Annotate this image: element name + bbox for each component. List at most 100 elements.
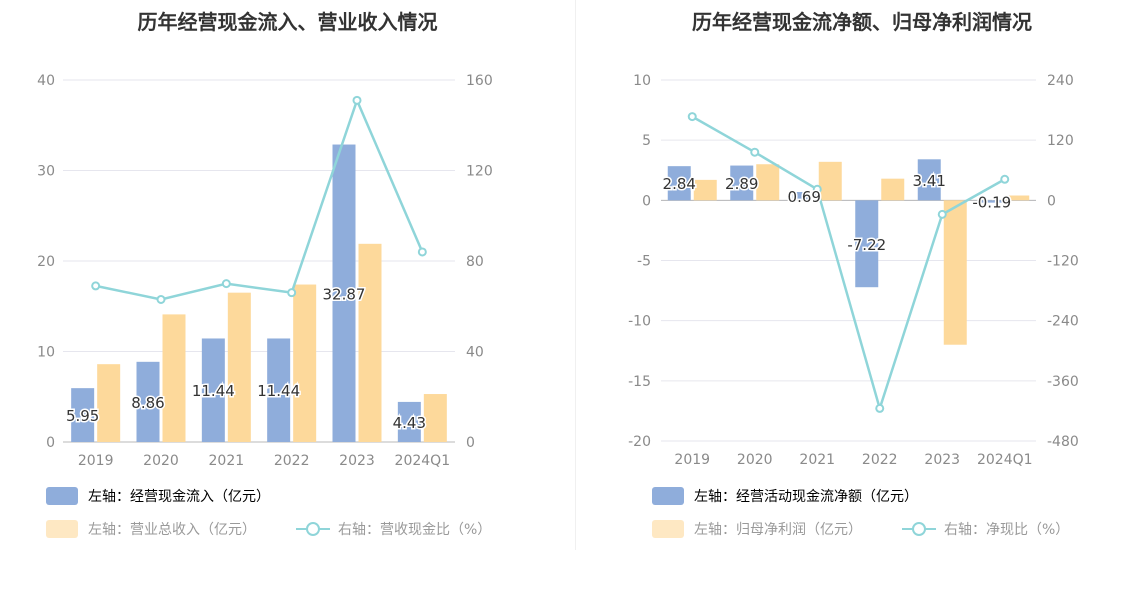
bar-primary: [980, 200, 1004, 203]
bar-secondary: [1006, 195, 1030, 201]
data-label: 0.69: [788, 188, 821, 206]
bar-primary: [855, 200, 879, 288]
line-point: [1000, 174, 1010, 184]
bar-secondary: [943, 200, 967, 345]
y-tick-label-right: -240: [1047, 314, 1079, 330]
legend-item-net-cash-ratio[interactable]: 右轴：净现比（%）: [902, 519, 1069, 539]
x-tick-label: 2019: [78, 453, 114, 469]
line-point: [221, 279, 231, 289]
bar-primary: [917, 159, 941, 201]
legend-swatch-yellow: [652, 520, 684, 538]
y-tick-label-right: -120: [1047, 254, 1079, 270]
y-tick-label-right: 120: [466, 164, 493, 180]
legend-item-net-cash-flow[interactable]: 左轴：经营活动现金流净额（亿元）: [652, 486, 918, 506]
legend-item-cash-inflow[interactable]: 左轴：经营现金流入（亿元）: [46, 486, 270, 506]
line-point: [750, 147, 760, 157]
series-line: [691, 115, 1006, 413]
legend-swatch-blue: [652, 487, 684, 505]
data-label: -7.22: [847, 236, 886, 254]
line-point: [91, 281, 101, 291]
chart-plot-right: 10 240 5 120 0 0 -5 -120 -10 -240 -15 -360 -20 -480 20…: [628, 73, 1079, 468]
legend-swatch-blue: [46, 487, 78, 505]
line-marker-icon: [902, 522, 936, 536]
bar-secondary: [227, 292, 251, 442]
data-label: 5.95: [66, 407, 99, 425]
y-tick-label-right: 240: [1047, 73, 1074, 89]
bar-primary: [332, 144, 356, 443]
data-label: 3.41: [913, 172, 946, 190]
legend-item-revenue-cash-ratio[interactable]: 右轴：营收现金比（%）: [296, 519, 491, 539]
chart-plot-left: 40 160 30 120 20 80 10 40 0 0 2019 2020 2021 2022 2023…: [37, 73, 493, 469]
chart-panel-right: 历年经营现金流净额、归母净利润情况 10 240 5 120 0 0 -5 -120 -10 -2…: [576, 0, 1148, 589]
data-label: 2.89: [725, 175, 758, 193]
x-tick-label: 2021: [799, 452, 835, 468]
line-point: [417, 247, 427, 257]
line-point: [352, 95, 362, 105]
bar-secondary: [162, 314, 186, 442]
line-point: [875, 403, 885, 413]
data-label: -0.19: [972, 193, 1011, 211]
x-tick-label: 2023: [924, 452, 960, 468]
legend-label: 右轴：营收现金比（%）: [338, 522, 492, 538]
y-tick-label-left: -15: [628, 374, 651, 390]
line-point: [156, 294, 166, 304]
bar-primary: [136, 361, 160, 442]
y-tick-label-left: 10: [37, 345, 55, 361]
data-label: 2.84: [663, 175, 696, 193]
bar-secondary: [358, 243, 382, 442]
legend-label: 左轴：经营现金流入（亿元）: [88, 489, 270, 505]
x-tick-label: 2020: [737, 452, 773, 468]
series-line: [95, 96, 424, 301]
y-tick-label-right: 120: [1047, 133, 1074, 149]
y-tick-label-right: 40: [466, 345, 484, 361]
data-label: 11.44: [257, 382, 300, 400]
y-tick-label-right: -480: [1047, 434, 1079, 450]
line-point: [937, 209, 947, 219]
y-tick-label-left: 10: [633, 73, 651, 89]
bar-secondary: [756, 164, 780, 201]
chart-title-right: 历年经营现金流净额、归母净利润情况: [692, 10, 1032, 34]
data-label: 4.43: [393, 414, 426, 432]
panel-divider: [575, 0, 576, 550]
y-tick-label-left: 0: [642, 193, 651, 209]
line-marker-icon: [296, 522, 330, 536]
bar-primary: [267, 338, 291, 442]
bar-primary: [397, 401, 421, 442]
bar-primary: [201, 338, 225, 442]
legend-label: 左轴：经营活动现金流净额（亿元）: [694, 489, 918, 505]
x-tick-label: 2021: [209, 453, 245, 469]
bar-secondary: [693, 179, 717, 201]
bar-primary: [667, 166, 691, 201]
y-tick-label-right: 80: [466, 254, 484, 270]
bar-secondary: [423, 394, 447, 442]
bar-primary: [71, 388, 95, 442]
x-tick-label: 2023: [339, 453, 375, 469]
y-tick-label-left: -10: [628, 314, 651, 330]
y-tick-label-right: 0: [466, 435, 475, 451]
x-tick-label: 2024Q1: [395, 453, 451, 469]
bar-secondary: [881, 178, 905, 201]
y-tick-label-right: 0: [1047, 193, 1056, 209]
y-tick-label-left: -5: [637, 254, 651, 270]
bar-primary: [730, 165, 754, 201]
line-point: [287, 288, 297, 298]
line-point: [812, 184, 822, 194]
legend-item-net-profit[interactable]: 左轴：归母净利润（亿元）: [652, 519, 862, 539]
line-point: [687, 112, 697, 122]
data-label: 32.87: [323, 285, 366, 303]
x-tick-label: 2022: [862, 452, 898, 468]
y-tick-label-left: 20: [37, 254, 55, 270]
legend-label: 左轴：营业总收入（亿元）: [88, 522, 256, 538]
chart-panel-left: 历年经营现金流入、营业收入情况 40 160 30 120 20 80 10 40 0 0 2019…: [37, 10, 493, 539]
legend-swatch-yellow: [46, 520, 78, 538]
data-label: 8.86: [131, 394, 164, 412]
data-label: 11.44: [192, 382, 235, 400]
y-tick-label-left: 30: [37, 164, 55, 180]
legend-label: 右轴：净现比（%）: [944, 522, 1070, 538]
y-tick-label-left: -20: [628, 434, 651, 450]
x-tick-label: 2019: [674, 452, 710, 468]
legend-item-revenue[interactable]: 左轴：营业总收入（亿元）: [46, 519, 256, 539]
y-tick-label-left: 40: [37, 73, 55, 89]
y-tick-label-right: 160: [466, 73, 493, 89]
y-tick-label-right: -360: [1047, 374, 1079, 390]
